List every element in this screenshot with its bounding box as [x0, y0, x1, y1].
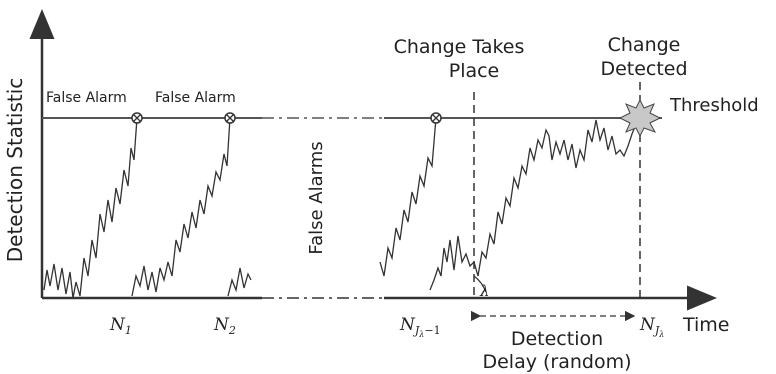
false-alarm-marker-3	[430, 112, 442, 124]
change-detected-label-line2: Detected	[600, 58, 687, 80]
detection-delay-label-line1: Detection	[511, 328, 603, 350]
lambda-arc	[473, 275, 487, 293]
false-alarms-vertical-label: False Alarms	[306, 141, 327, 254]
false-alarm-marker-2	[224, 112, 236, 124]
tick-n1: N1	[109, 315, 132, 337]
statistic-trace-2	[131, 117, 231, 297]
tick-nj: NJλ	[639, 315, 664, 339]
y-axis-label: Detection Statistic	[3, 78, 27, 263]
statistic-trace-1	[43, 117, 138, 299]
change-detected-label-line1: Change	[608, 34, 681, 56]
change-takes-place-label-line1: Change Takes	[394, 36, 525, 58]
lambda-label: λ	[479, 282, 490, 300]
detection-burst-icon	[618, 98, 662, 138]
tick-nj-minus-1: NJλ−1	[399, 315, 441, 339]
false-alarm-label-2: False Alarm	[155, 90, 236, 106]
change-takes-place-label-line2: Place	[449, 60, 500, 82]
statistic-trace-3	[227, 267, 252, 297]
threshold-label: Threshold	[669, 95, 759, 116]
x-axis-label: Time	[682, 314, 730, 336]
tick-n2: N2	[213, 315, 236, 337]
detection-delay-label-line2: Delay (random)	[482, 351, 631, 373]
false-alarm-marker-1	[131, 112, 143, 124]
false-alarm-label-1: False Alarm	[46, 90, 127, 106]
statistic-trace-4	[379, 117, 437, 277]
statistic-trace-5	[429, 119, 637, 291]
